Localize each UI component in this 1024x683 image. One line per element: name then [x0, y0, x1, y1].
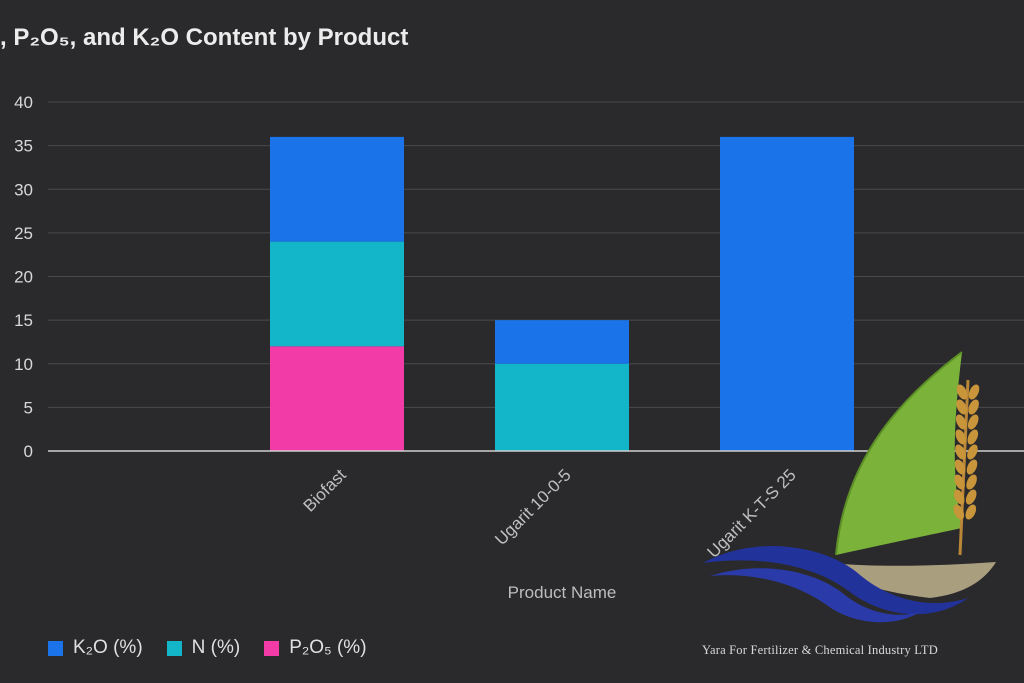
legend-swatch: [166, 640, 182, 656]
y-tick-label: 35: [14, 137, 33, 156]
y-tick-label: 25: [14, 224, 33, 243]
legend-swatch: [48, 640, 63, 656]
legend-label: K₂O (%): [73, 637, 143, 658]
legend-item: P₂O₅ (%): [264, 637, 367, 659]
chart-legend: K₂O (%) N (%) P₂O₅ (%): [48, 637, 367, 659]
y-tick-label: 5: [24, 398, 33, 417]
bar-segment: [495, 363, 629, 451]
legend-label: N (%): [191, 637, 241, 658]
legend-item: N (%): [166, 637, 241, 659]
bar-segment: [270, 241, 404, 347]
x-tick-label: Ugarit 10-0-5: [491, 465, 575, 549]
sail-icon: [836, 352, 962, 555]
bars: [270, 136, 854, 451]
y-tick-label: 40: [14, 93, 33, 112]
legend-swatch: [264, 640, 280, 656]
wheat-icon: [953, 379, 980, 556]
bar-segment: [270, 346, 404, 451]
boat-hull-icon: [822, 562, 996, 598]
company-logo: [703, 351, 996, 623]
x-axis-title: Product Name: [508, 583, 617, 602]
bar-segment: [270, 136, 404, 242]
y-tick-label: 30: [14, 180, 33, 199]
bar-segment: [720, 136, 854, 451]
chart-title: , P₂O₅, and K₂O Content by Product: [0, 24, 409, 51]
y-tick-label: 20: [14, 268, 33, 287]
legend-item: K₂O (%): [48, 637, 143, 659]
bar-segment: [495, 320, 629, 364]
y-tick-label: 15: [14, 311, 33, 330]
x-tick-label: Biofast: [300, 465, 350, 515]
y-tick-label: 0: [24, 442, 33, 461]
legend-label: P₂O₅ (%): [289, 637, 367, 658]
wave-icon: [703, 546, 968, 623]
company-name: Yara For Fertilizer & Chemical Industry …: [702, 643, 938, 657]
y-tick-label: 10: [14, 355, 33, 374]
